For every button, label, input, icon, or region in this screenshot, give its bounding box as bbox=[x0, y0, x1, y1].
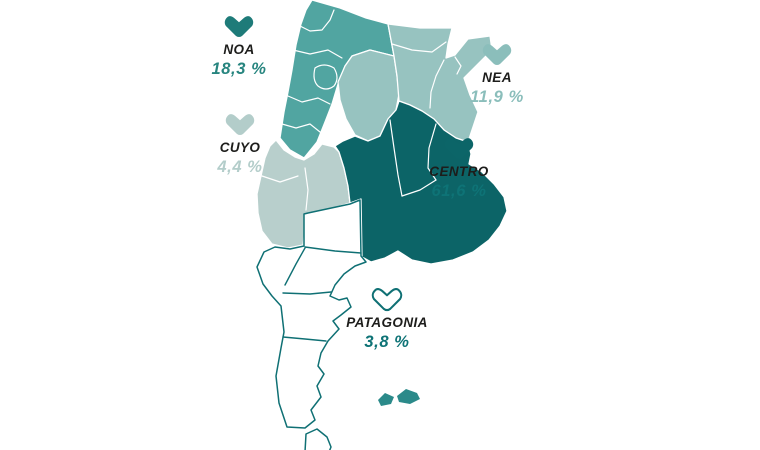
province-borders-patagonia bbox=[282, 246, 362, 342]
patagonia-region-label: PATAGONIA bbox=[346, 315, 428, 330]
centro-region-badge-icon bbox=[444, 138, 474, 160]
legend-nea: NEA 11,9 % bbox=[442, 40, 552, 108]
cuyo-region-label: CUYO bbox=[219, 140, 261, 155]
noa-region-badge-icon bbox=[224, 16, 254, 38]
cuyo-region-badge-icon bbox=[225, 114, 255, 136]
legend-cuyo: CUYO 4,4 % bbox=[185, 110, 295, 178]
centro-region-value: 61,6 % bbox=[431, 181, 487, 200]
cuyo-region-value: 4,4 % bbox=[217, 157, 263, 176]
legend-centro: CENTRO 61,6 % bbox=[404, 134, 514, 202]
region-patagonia-shape bbox=[256, 199, 367, 429]
nea-region-value: 11,9 % bbox=[470, 87, 524, 106]
noa-region-label: NOA bbox=[223, 42, 255, 57]
patagonia-region-badge-icon bbox=[371, 288, 403, 312]
nea-region-badge-icon bbox=[482, 44, 512, 66]
nea-region-label: NEA bbox=[482, 70, 512, 85]
province-borders-north bbox=[261, 9, 462, 211]
noa-region-value: 18,3 % bbox=[211, 59, 267, 78]
legend-patagonia: PATAGONIA 3,8 % bbox=[332, 285, 442, 353]
province-tierra-del-fuego-shape bbox=[304, 428, 332, 450]
legend-noa: NOA 18,3 % bbox=[184, 12, 294, 80]
centro-region-label: CENTRO bbox=[429, 164, 489, 179]
patagonia-region-value: 3,8 % bbox=[364, 332, 410, 351]
malvinas-islands-shape bbox=[378, 389, 420, 406]
